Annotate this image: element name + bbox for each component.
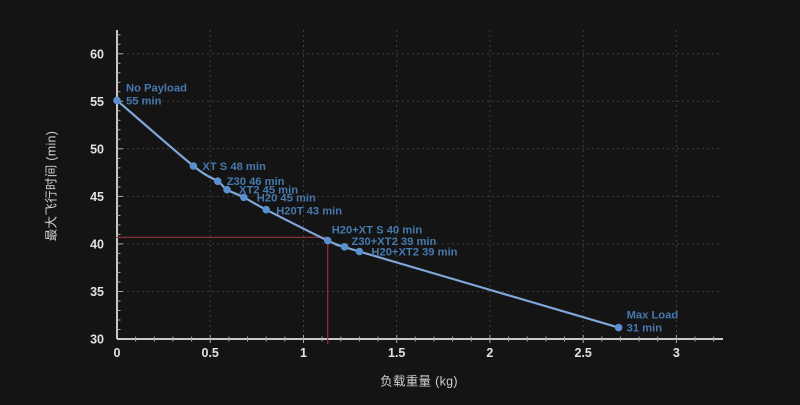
data-point-label-xt2: XT2 45 min [239,185,298,197]
data-point-label-max-load: Max Load 31 min [627,310,679,335]
y-tick-label: 35 [90,285,104,299]
y-tick-label: 30 [90,333,104,347]
data-point-label-z30-xt2: Z30+XT2 39 min [352,236,437,248]
data-point-marker-z30-xt2 [340,243,349,251]
x-tick-label: 2.5 [575,346,592,360]
data-point-label-z30: Z30 46 min [227,176,285,188]
y-tick-label: 55 [90,95,104,109]
data-point-marker-xt2 [223,185,231,194]
crosshair-line [116,236,329,344]
data-point-marker-max-load [614,323,623,332]
data-point-marker-xt-s [189,162,198,170]
data-point-label-h20t: H20T 43 min [276,206,342,218]
data-point-label-h20-xt2: H20+XT2 39 min [371,247,457,259]
x-tick-label: 2 [486,346,493,360]
data-point-label-no-payload: No Payload 55 min [126,82,187,107]
y-tick-label: 45 [90,190,104,204]
data-point-label-h20: H20 45 min [257,192,316,204]
y-axis-title: 最大飞行时间 (min) [44,130,59,242]
data-point-marker-z30 [213,177,222,185]
data-point-marker-h20-xt-s [323,236,332,245]
data-point-marker-h20-xt2 [355,247,364,256]
x-tick-label: 0 [114,346,121,360]
x-tick-label: 1.5 [388,346,405,360]
x-tick-label: 3 [673,346,680,360]
data-point-marker-h20 [240,193,248,202]
data-point-label-xt-s: XT S 48 min [202,161,266,173]
x-tick-label: 1 [300,346,307,360]
flight-time-curve [115,99,620,329]
y-tick-label: 60 [90,47,104,61]
data-point-label-h20-xt-s: H20+XT S 40 min [332,225,423,237]
y-tick-label: 40 [90,237,104,251]
x-tick-label: 0.5 [202,346,219,360]
y-tick-label: 50 [90,142,104,156]
x-axis-title: 负载重量 (kg) [380,374,458,389]
data-point-marker-h20t [262,205,271,214]
data-point-marker-no-payload [113,96,121,105]
